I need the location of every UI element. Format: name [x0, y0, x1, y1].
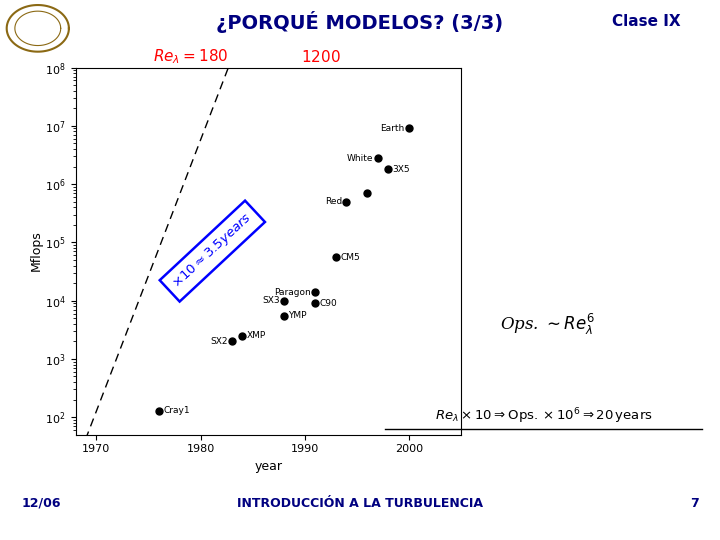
Text: $Re_{\lambda} = 180$: $Re_{\lambda} = 180$: [153, 48, 228, 66]
Text: CM5: CM5: [340, 253, 360, 262]
Text: 7: 7: [690, 497, 698, 510]
Text: XMP: XMP: [246, 331, 266, 340]
Text: Ops. $\sim Re_{\lambda}^{6}$: Ops. $\sim Re_{\lambda}^{6}$: [500, 312, 595, 336]
X-axis label: year: year: [254, 460, 282, 473]
Text: White: White: [347, 153, 374, 163]
Text: $Re_{\lambda} \times 10 \Rightarrow \mathrm{Ops.} \times 10^{6} \Rightarrow 20\,: $Re_{\lambda} \times 10 \Rightarrow \mat…: [435, 406, 652, 426]
Text: SX3: SX3: [262, 296, 279, 305]
Text: Paragon: Paragon: [274, 288, 311, 296]
Text: $\times 10 \approx 3.5 years$: $\times 10 \approx 3.5 years$: [169, 210, 256, 292]
Text: Illiac: Illiac: [0, 539, 1, 540]
Text: $1200$: $1200$: [300, 49, 341, 65]
Text: Red: Red: [325, 197, 342, 206]
Text: INTRODUCCIÓN A LA TURBULENCIA: INTRODUCCIÓN A LA TURBULENCIA: [237, 497, 483, 510]
Text: YMP: YMP: [288, 311, 307, 320]
Text: Earth: Earth: [380, 124, 405, 133]
Y-axis label: Mflops: Mflops: [30, 231, 42, 272]
Text: Clase IX: Clase IX: [612, 14, 680, 29]
Text: ¿PORQUÉ MODELOS? (3/3): ¿PORQUÉ MODELOS? (3/3): [217, 11, 503, 32]
Text: SX2: SX2: [210, 337, 228, 346]
Text: 3X5: 3X5: [392, 165, 410, 174]
Text: 12/06: 12/06: [22, 497, 61, 510]
Text: Cray1: Cray1: [163, 406, 189, 415]
Text: C90: C90: [319, 299, 337, 308]
